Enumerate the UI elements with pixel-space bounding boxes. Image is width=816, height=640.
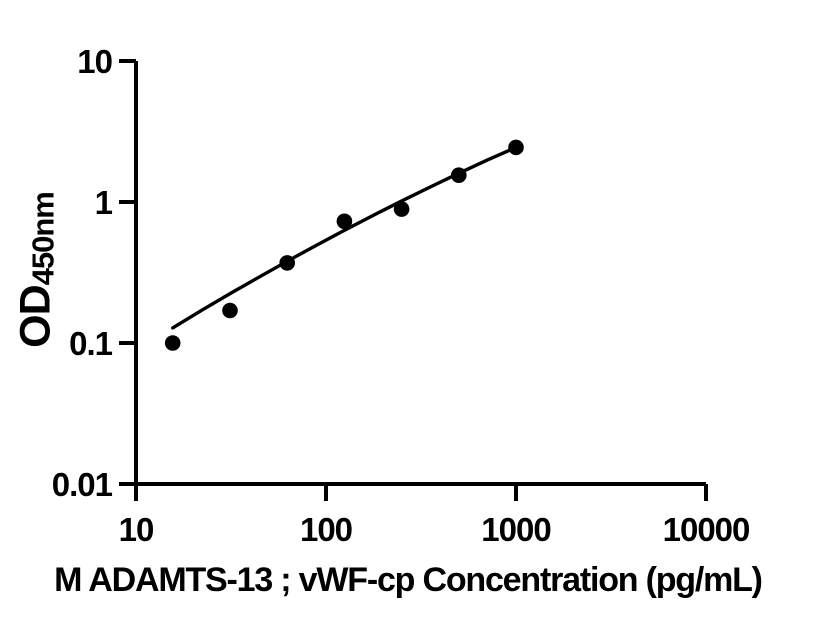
y-tick-label: 0.1 <box>69 325 113 362</box>
data-point <box>451 167 467 183</box>
y-axis-title-subscript: 450nm <box>25 192 61 286</box>
y-tick-label: 1 <box>95 184 113 221</box>
data-point <box>279 255 296 271</box>
y-tick-label: 10 <box>77 43 112 80</box>
data-point <box>222 302 238 319</box>
x-tick-label: 10 <box>119 511 154 548</box>
data-point <box>393 201 410 217</box>
x-tick-label: 1000 <box>481 511 550 548</box>
data-point <box>164 335 181 351</box>
x-tick-label: 10000 <box>663 511 750 548</box>
data-point <box>336 213 353 230</box>
y-axis-title-main: OD <box>11 285 60 348</box>
y-tick-label: 0.01 <box>52 466 113 503</box>
x-axis-title: M ADAMTS-13 ; vWF-cp Concentration (pg/m… <box>54 561 763 599</box>
x-tick-label: 100 <box>300 511 352 548</box>
data-point <box>508 139 524 156</box>
y-axis-title: OD 450nm <box>12 192 61 348</box>
axis-spines <box>134 61 706 486</box>
